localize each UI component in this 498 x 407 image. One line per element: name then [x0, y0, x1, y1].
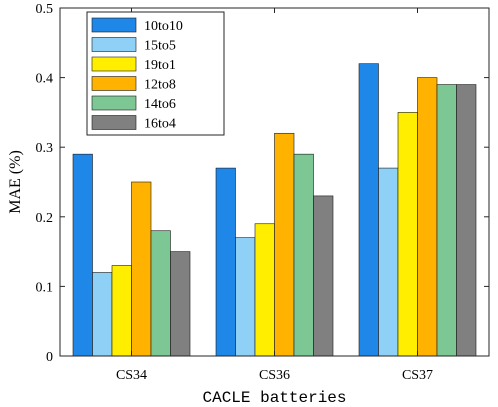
legend-label-10to10: 10to10: [144, 19, 183, 34]
legend-swatch-14to6: [91, 95, 137, 111]
bar-19to1-CS36: [254, 223, 275, 357]
bar-14to6-CS37: [436, 84, 457, 357]
bar-15to5-CS37: [378, 167, 399, 357]
y-tick-label: 0.4: [36, 72, 54, 87]
bar-19to1-CS34: [111, 265, 132, 357]
bar-12to8-CS36: [274, 132, 295, 357]
legend-box: [86, 11, 225, 136]
bar-10to10-CS34: [72, 153, 93, 357]
legend-label-12to8: 12to8: [144, 78, 176, 93]
y-tick-label: 0: [46, 350, 53, 365]
x-tick-label: CS36: [259, 368, 290, 383]
legend-label-14to6: 14to6: [144, 97, 176, 112]
bar-14to6-CS34: [150, 230, 171, 357]
legend-swatch-16to4: [91, 115, 137, 130]
y-tick-label: 0.2: [36, 211, 54, 226]
legend-label-19to1: 19to1: [144, 58, 176, 73]
x-axis-title: CACLE batteries: [202, 389, 346, 407]
y-tick-label: 0.5: [36, 2, 54, 17]
y-tick-label: 0.1: [36, 280, 54, 295]
y-axis-title: MAE (%): [7, 150, 24, 214]
legend-swatch-15to5: [91, 37, 137, 52]
legend-label-16to4: 16to4: [144, 117, 176, 132]
bar-19to1-CS37: [397, 112, 418, 357]
legend-swatch-10to10: [91, 17, 137, 33]
y-tick-label: 0.3: [36, 141, 54, 156]
x-tick-label: CS37: [402, 368, 433, 383]
bar-15to5-CS34: [92, 272, 113, 357]
legend: 10to10 15to5 19to1 12to8 14to6 16to4: [86, 11, 225, 136]
bar-16to4-CS34: [170, 251, 191, 357]
bars-group: [72, 63, 477, 357]
legend-swatch-12to8: [91, 76, 137, 91]
bar-12to8-CS34: [131, 181, 152, 357]
legend-label-15to5: 15to5: [144, 39, 176, 54]
bar-14to6-CS36: [293, 153, 314, 357]
bar-16to4-CS37: [456, 84, 477, 357]
x-axis: CS34 CS36 CS37: [116, 8, 433, 383]
bar-10to10-CS36: [215, 167, 236, 357]
bar-12to8-CS37: [417, 77, 438, 357]
bar-16to4-CS36: [313, 195, 334, 357]
y-axis: 0 0.1 0.2 0.3 0.4 0.5: [36, 2, 489, 365]
bar-15to5-CS36: [235, 237, 256, 357]
legend-swatch-19to1: [91, 56, 137, 72]
bar-10to10-CS37: [358, 63, 379, 357]
x-tick-label: CS34: [116, 368, 147, 383]
